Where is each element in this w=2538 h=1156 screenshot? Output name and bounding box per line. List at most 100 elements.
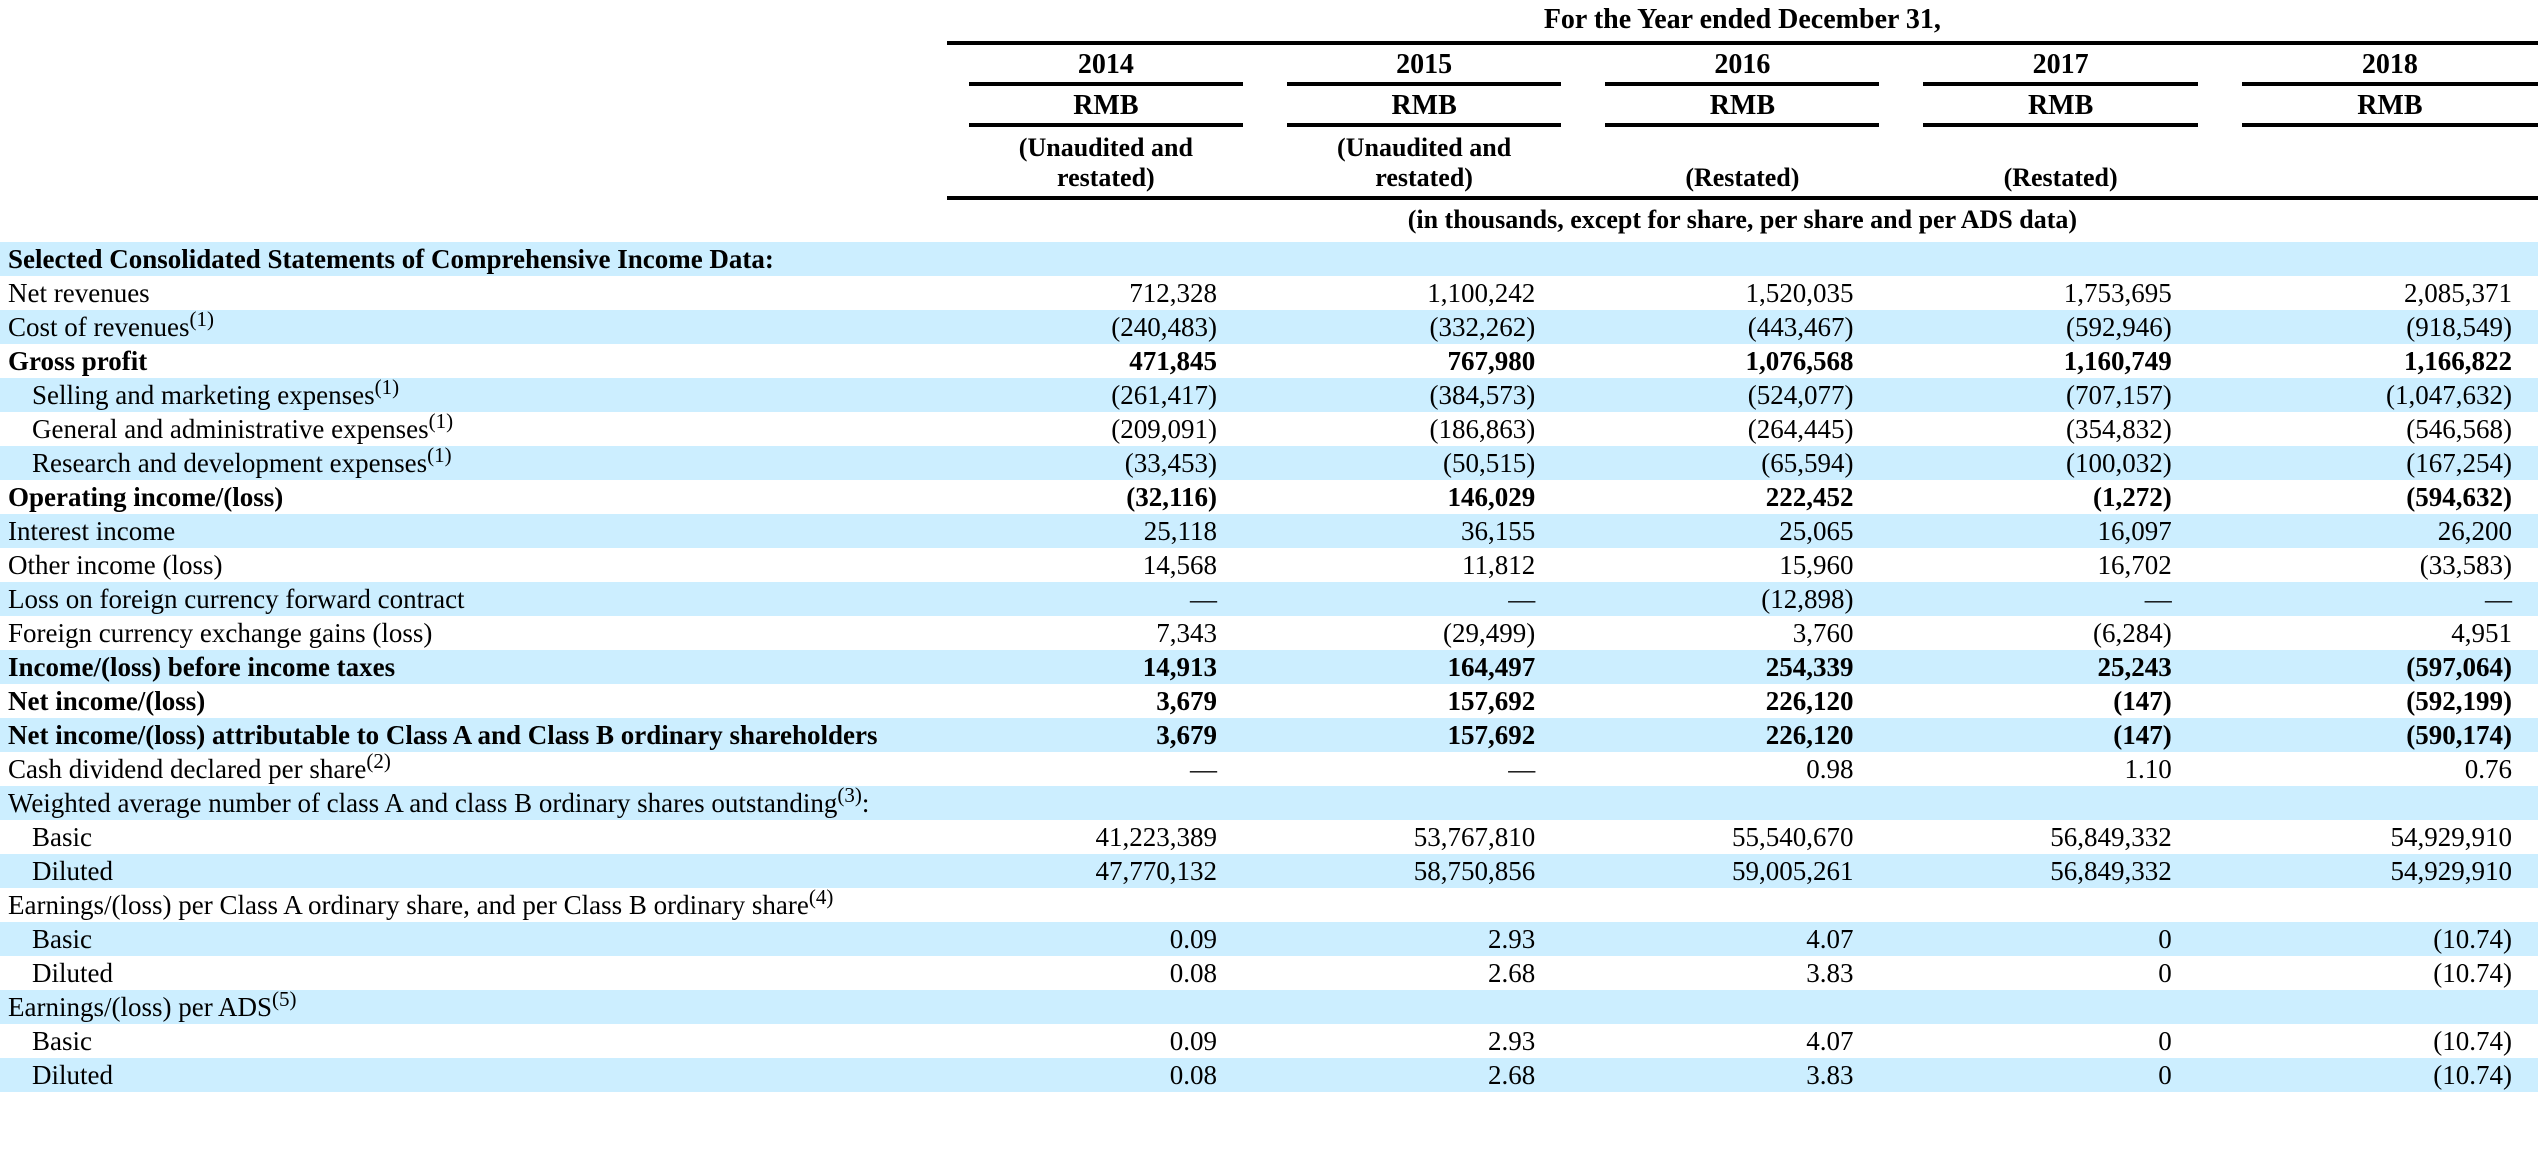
cell-value: 36,155	[1460, 516, 1536, 546]
cell-value: 25,065	[1779, 516, 1854, 546]
row-label: Selling and marketing expenses(1)	[32, 375, 400, 411]
row-label: Research and development expenses(1)	[32, 443, 452, 479]
row-label: Basic	[32, 924, 92, 954]
cell-value: 1,753,695	[2063, 278, 2172, 308]
table-row: Selected Consolidated Statements of Comp…	[0, 242, 2538, 276]
table-row: Weighted average number of class A and c…	[0, 783, 2538, 820]
cell-value	[947, 990, 1265, 1024]
footnote-marker: (5)	[271, 987, 297, 1011]
cell-value: 14,913	[1142, 652, 1217, 682]
cell-value: (592,199)	[2406, 686, 2512, 716]
header-blank-cell	[0, 127, 947, 198]
table-row: Cost of revenues(1) (240,483) (332,262) (44…	[0, 307, 2538, 344]
cell-value: (10.74)	[2433, 1060, 2512, 1090]
row-label: General and administrative expenses(1)	[32, 409, 454, 445]
cell-value: 1,166,822	[2404, 346, 2512, 376]
year-header-2014: 2014	[947, 43, 1265, 86]
cell-value: 2.68	[1487, 1060, 1536, 1090]
units-note: (in thousands, except for share, per sha…	[1407, 205, 2078, 234]
table-row: Basic 0.09 2.93 4.07 0 (10.74)	[0, 1024, 2538, 1058]
cell-value: 767,980	[1447, 346, 1536, 376]
cell-value: 15,960	[1779, 550, 1854, 580]
cell-value: (33,583)	[2419, 550, 2512, 580]
row-label: Basic	[32, 1026, 92, 1056]
table-row: Foreign currency exchange gains (loss) 7,…	[0, 616, 2538, 650]
cell-value	[1583, 888, 1901, 922]
year-label: 2016	[1605, 45, 1880, 86]
cell-value: (332,262)	[1429, 312, 1536, 342]
cell-value: (10.74)	[2433, 1026, 2512, 1056]
table-row: Diluted 0.08 2.68 3.83 0 (10.74)	[0, 1058, 2538, 1092]
currency-label: RMB	[2241, 86, 2538, 127]
cell-value	[947, 888, 1265, 922]
row-label: Selected Consolidated Statements of Comp…	[8, 244, 774, 274]
cell-value: —	[2144, 584, 2172, 614]
audit-note-cell: (Unaudited and restated)	[946, 127, 1265, 200]
audit-note: (Unaudited and restated)	[1018, 133, 1193, 192]
cell-value: 0	[2158, 1060, 2172, 1090]
cell-value: (261,417)	[1111, 380, 1217, 410]
row-label: Income/(loss) before income taxes	[8, 652, 396, 682]
row-label: Weighted average number of class A and c…	[8, 783, 870, 819]
table-row: Operating income/(loss) (32,116) 146,029 22…	[0, 480, 2538, 514]
footnote-marker: (4)	[808, 885, 834, 909]
currency-label: RMB	[1286, 86, 1562, 127]
footnote-marker: (3)	[837, 783, 862, 807]
cell-value: 26,200	[2437, 516, 2512, 546]
cell-value: 712,328	[1129, 278, 1217, 308]
cell-value: (443,467)	[1747, 312, 1854, 342]
cell-value: 25,118	[1143, 516, 1217, 546]
year-header-2018: 2018	[2220, 43, 2538, 86]
table-header: For the Year ended December 31, 2014 201…	[0, 0, 2538, 242]
currency-header: RMB	[1901, 86, 2219, 127]
cell-value: (167,254)	[2406, 448, 2512, 478]
cell-value: 222,452	[1765, 482, 1854, 512]
cell-value: 54,929,910	[2390, 856, 2513, 886]
header-blank-cell	[0, 198, 947, 242]
table-row: Loss on foreign currency forward contrac…	[0, 582, 2538, 616]
row-label: Cash dividend declared per share(2)	[8, 749, 391, 785]
table-row: Diluted 47,770,132 58,750,856 59,005,261 56,…	[0, 854, 2538, 888]
cell-value: 0	[2158, 958, 2172, 988]
row-label: Operating income/(loss)	[8, 482, 284, 512]
table-row: General and administrative expenses(1) (2…	[0, 409, 2538, 446]
table-row: Net income/(loss) 3,679 157,692 226,120 (147…	[0, 684, 2538, 718]
footnote-marker: (1)	[427, 443, 452, 467]
cell-value: 0.08	[1169, 1060, 1217, 1090]
table-row: Basic 0.09 2.93 4.07 0 (10.74)	[0, 922, 2538, 956]
table-body: Selected Consolidated Statements of Comp…	[0, 242, 2538, 1092]
cell-value: 1,100,242	[1427, 278, 1536, 308]
cell-value: 3.83	[1806, 958, 1854, 988]
cell-value: 14,568	[1142, 550, 1217, 580]
cell-value: (707,157)	[2066, 380, 2172, 410]
year-label: 2017	[1923, 45, 2198, 86]
cell-value: 157,692	[1447, 720, 1536, 750]
currency-header: RMB	[1265, 86, 1583, 127]
table-row: Cash dividend declared per share(2) — — 0.9…	[0, 749, 2538, 786]
financial-table: For the Year ended December 31, 2014 201…	[0, 0, 2538, 1092]
footnote-marker: (1)	[374, 375, 400, 399]
cell-value: 11,812	[1461, 550, 1536, 580]
year-label: 2018	[2241, 45, 2538, 86]
cell-value: 0.08	[1169, 958, 1217, 988]
cell-value: (1,272)	[2093, 482, 2172, 512]
row-label: Gross profit	[8, 346, 148, 376]
row-label: Net income/(loss) attributable to Class …	[8, 720, 878, 750]
currency-header: RMB	[947, 86, 1265, 127]
cell-value: (590,174)	[2406, 720, 2512, 750]
table-row: Diluted 0.08 2.68 3.83 0 (10.74)	[0, 956, 2538, 990]
footnote-marker: (1)	[189, 307, 214, 331]
cell-value: 471,845	[1129, 346, 1217, 376]
cell-value: 16,702	[2097, 550, 2172, 580]
cell-value: 7,343	[1156, 618, 1217, 648]
cell-value	[1901, 990, 2219, 1024]
cell-value: (186,863)	[1429, 414, 1536, 444]
cell-value: 226,120	[1765, 720, 1854, 750]
cell-value: 2.68	[1487, 958, 1536, 988]
cell-value: 4,951	[2451, 618, 2512, 648]
cell-value	[1583, 990, 1901, 1024]
cell-value: 146,029	[1447, 482, 1536, 512]
footnote-marker: (2)	[366, 749, 391, 773]
row-label: Basic	[32, 822, 92, 852]
